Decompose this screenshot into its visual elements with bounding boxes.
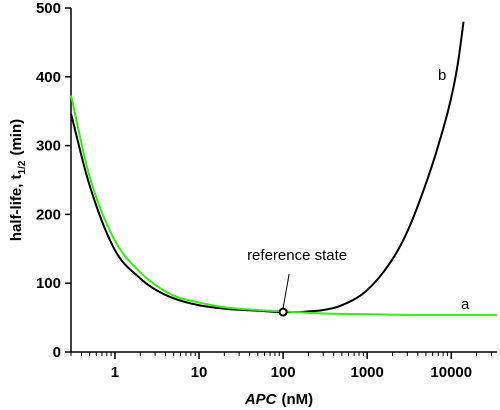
x-axis-title-unit: (nM) [282, 391, 314, 408]
x-axis: 1 10 100 1000 10000 [70, 351, 497, 381]
y-tick-label: 500 [36, 0, 61, 17]
y-axis-title-main: half-life, t [8, 174, 25, 241]
x-axis-title: APC (nM) [244, 391, 313, 408]
y-tick-label: 0 [53, 344, 61, 361]
annotation-layer: reference state [247, 247, 347, 317]
y-axis-title: half-life, t1/2 (min) [8, 119, 28, 241]
series-line-b [70, 21, 465, 314]
reference-state-marker [278, 307, 288, 317]
x-tick-label: 1 [111, 364, 119, 381]
y-tick-label: 100 [36, 275, 61, 292]
x-tick-label: 100 [271, 364, 296, 381]
series-label-b: b [438, 67, 446, 84]
x-axis-title-main: APC [244, 391, 278, 408]
y-axis: 0 100 200 300 400 500 [36, 0, 72, 361]
y-tick-label: 200 [36, 206, 61, 223]
x-tick-label: 10000 [430, 364, 472, 381]
y-tick-label: 300 [36, 138, 61, 155]
series-layer: ab [70, 21, 497, 316]
x-tick-label: 10 [191, 364, 208, 381]
y-axis-title-unit: (min) [8, 119, 25, 156]
reference-state-pointer [282, 274, 290, 309]
y-tick-label: 400 [36, 69, 61, 86]
series-label-a: a [461, 296, 470, 313]
reference-state-label: reference state [247, 247, 347, 264]
y-axis-title-subscript: 1/2 [17, 160, 28, 174]
x-tick-label: 1000 [350, 364, 383, 381]
series-line-a [70, 95, 497, 316]
